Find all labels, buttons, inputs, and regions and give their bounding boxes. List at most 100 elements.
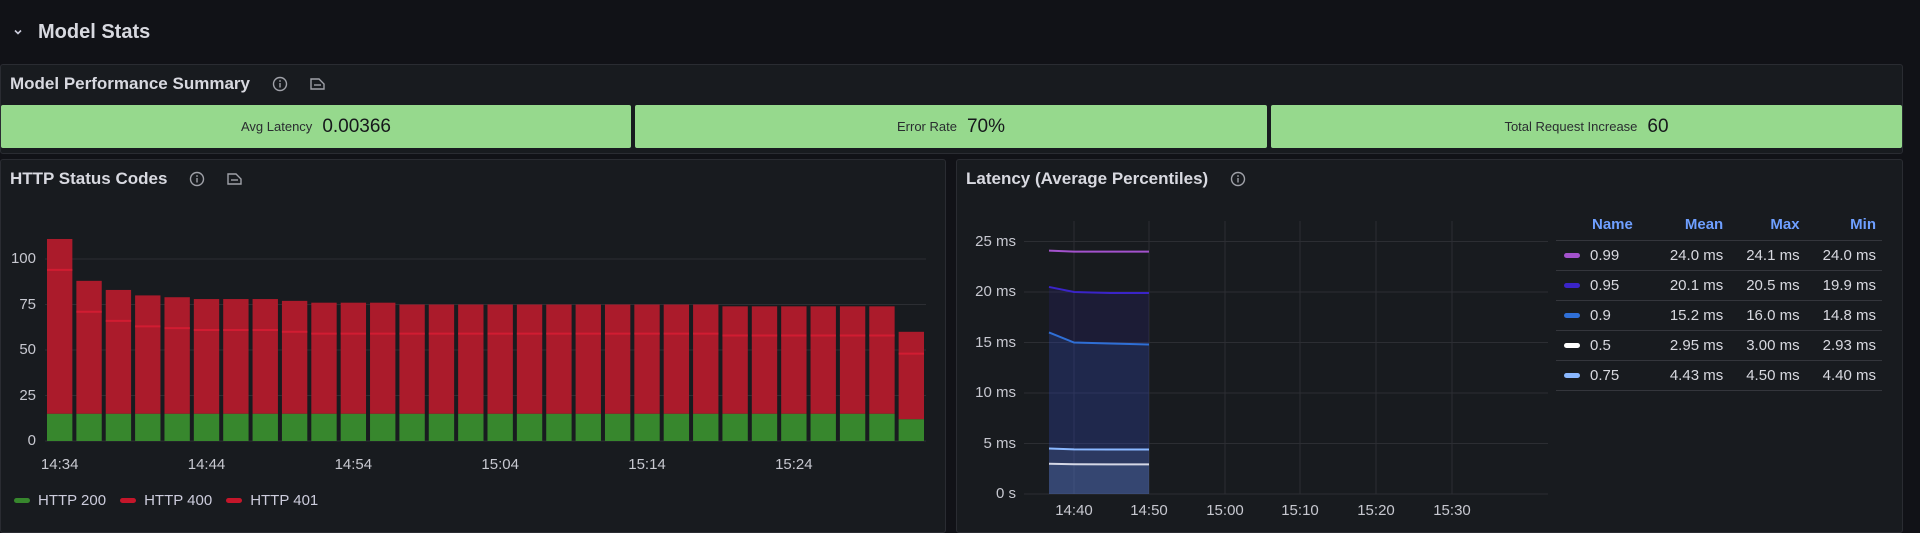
- legend-table-row[interactable]: 0.75 4.43 ms 4.50 ms 4.40 ms: [1556, 359, 1882, 391]
- bar-segment[interactable]: [781, 335, 807, 414]
- info-icon[interactable]: [1228, 169, 1248, 189]
- column-header-mean[interactable]: Mean: [1684, 216, 1724, 234]
- bar-segment[interactable]: [135, 295, 161, 327]
- bar-segment[interactable]: [370, 302, 396, 334]
- bar-segment[interactable]: [164, 297, 190, 329]
- bar-segment[interactable]: [604, 333, 631, 414]
- bar-segment[interactable]: [399, 413, 425, 441]
- column-header-max[interactable]: Max: [1770, 216, 1800, 234]
- bar-segment[interactable]: [281, 331, 308, 414]
- bar-segment[interactable]: [898, 419, 924, 441]
- bar-segment[interactable]: [634, 413, 660, 441]
- bar-segment[interactable]: [105, 413, 132, 441]
- bar-segment[interactable]: [340, 413, 367, 441]
- bar-segment[interactable]: [487, 333, 513, 414]
- series-line-0-95[interactable]: [1048, 285, 1149, 295]
- series-line-0-75[interactable]: [1048, 447, 1149, 451]
- legend-item-http-400[interactable]: HTTP 400: [120, 492, 212, 509]
- bar-segment[interactable]: [663, 304, 690, 334]
- bar-segment[interactable]: [223, 329, 249, 414]
- section-row-model-stats[interactable]: Model Stats: [0, 0, 1920, 64]
- bar-segment[interactable]: [751, 413, 778, 441]
- bar-segment[interactable]: [340, 302, 367, 334]
- bar-segment[interactable]: [634, 333, 660, 414]
- bar-segment[interactable]: [76, 413, 102, 441]
- legend-table-row[interactable]: 0.9 15.2 ms 16.0 ms 14.8 ms: [1556, 299, 1882, 330]
- bar-segment[interactable]: [370, 333, 396, 414]
- panel-links-icon[interactable]: [225, 169, 245, 189]
- bar-segment[interactable]: [458, 413, 484, 441]
- bar-segment[interactable]: [135, 413, 161, 441]
- bar-segment[interactable]: [604, 413, 631, 441]
- bar-segment[interactable]: [76, 311, 102, 414]
- bar-segment[interactable]: [898, 331, 924, 354]
- info-icon[interactable]: [187, 169, 207, 189]
- stat-error-rate[interactable]: Error Rate 70%: [635, 105, 1267, 148]
- bar-segment[interactable]: [575, 413, 601, 441]
- bar-segment[interactable]: [663, 333, 690, 414]
- bar-segment[interactable]: [634, 304, 660, 334]
- bar-segment[interactable]: [487, 304, 513, 334]
- bar-segment[interactable]: [751, 306, 778, 336]
- bar-segment[interactable]: [76, 280, 102, 312]
- bar-segment[interactable]: [428, 413, 455, 441]
- bar-segment[interactable]: [105, 320, 132, 414]
- series-name[interactable]: 0.9: [1556, 299, 1653, 330]
- series-name[interactable]: 0.99: [1556, 239, 1653, 270]
- bar-segment[interactable]: [252, 329, 278, 414]
- bar-segment[interactable]: [193, 413, 220, 441]
- bar-segment[interactable]: [839, 335, 866, 414]
- bar-segment[interactable]: [810, 413, 836, 441]
- bar-segment[interactable]: [458, 333, 484, 414]
- stat-avg-latency[interactable]: Avg Latency 0.00366: [1, 105, 631, 148]
- bar-segment[interactable]: [47, 413, 73, 441]
- legend-table-row[interactable]: 0.99 24.0 ms 24.1 ms 24.0 ms: [1556, 239, 1882, 270]
- bar-segment[interactable]: [47, 269, 73, 414]
- bar-segment[interactable]: [311, 333, 337, 414]
- bar-segment[interactable]: [428, 304, 455, 334]
- bar-segment[interactable]: [311, 413, 337, 441]
- bar-segment[interactable]: [575, 304, 601, 334]
- bar-segment[interactable]: [693, 413, 719, 441]
- bar-segment[interactable]: [428, 333, 455, 414]
- bar-segment[interactable]: [223, 413, 249, 441]
- bar-segment[interactable]: [47, 238, 73, 270]
- bar-segment[interactable]: [193, 299, 220, 330]
- bar-segment[interactable]: [516, 413, 543, 441]
- bar-segment[interactable]: [164, 413, 190, 441]
- bar-segment[interactable]: [281, 300, 308, 332]
- bar-segment[interactable]: [311, 302, 337, 334]
- bar-segment[interactable]: [839, 413, 866, 441]
- bar-segment[interactable]: [487, 413, 513, 441]
- series-line-0-9[interactable]: [1048, 331, 1150, 346]
- bar-segment[interactable]: [105, 289, 132, 321]
- http-status-bar-chart[interactable]: [0, 0, 946, 533]
- bar-segment[interactable]: [810, 335, 836, 414]
- bar-segment[interactable]: [869, 413, 895, 441]
- bar-segment[interactable]: [458, 304, 484, 334]
- panel-links-icon[interactable]: [308, 74, 328, 94]
- series-line-0-99[interactable]: [1048, 249, 1149, 253]
- bar-segment[interactable]: [516, 304, 543, 334]
- bar-segment[interactable]: [399, 304, 425, 334]
- bar-segment[interactable]: [516, 333, 543, 414]
- bar-segment[interactable]: [869, 335, 895, 414]
- bar-segment[interactable]: [663, 413, 690, 441]
- column-header-min[interactable]: Min: [1850, 216, 1876, 234]
- bar-segment[interactable]: [193, 329, 220, 414]
- bar-segment[interactable]: [839, 306, 866, 336]
- column-header-name[interactable]: Name: [1592, 216, 1633, 234]
- bar-segment[interactable]: [781, 306, 807, 336]
- bar-segment[interactable]: [399, 333, 425, 414]
- legend-item-http-401[interactable]: HTTP 401: [226, 492, 318, 509]
- legend-table-row[interactable]: 0.95 20.1 ms 20.5 ms 19.9 ms: [1556, 269, 1882, 300]
- series-line-0-5[interactable]: [1048, 462, 1149, 466]
- chevron-down-icon[interactable]: [10, 24, 26, 40]
- bar-segment[interactable]: [693, 333, 719, 414]
- bar-segment[interactable]: [751, 335, 778, 414]
- series-name[interactable]: 0.75: [1556, 359, 1653, 391]
- bar-segment[interactable]: [604, 304, 631, 334]
- series-name[interactable]: 0.95: [1556, 269, 1653, 300]
- bar-segment[interactable]: [223, 299, 249, 330]
